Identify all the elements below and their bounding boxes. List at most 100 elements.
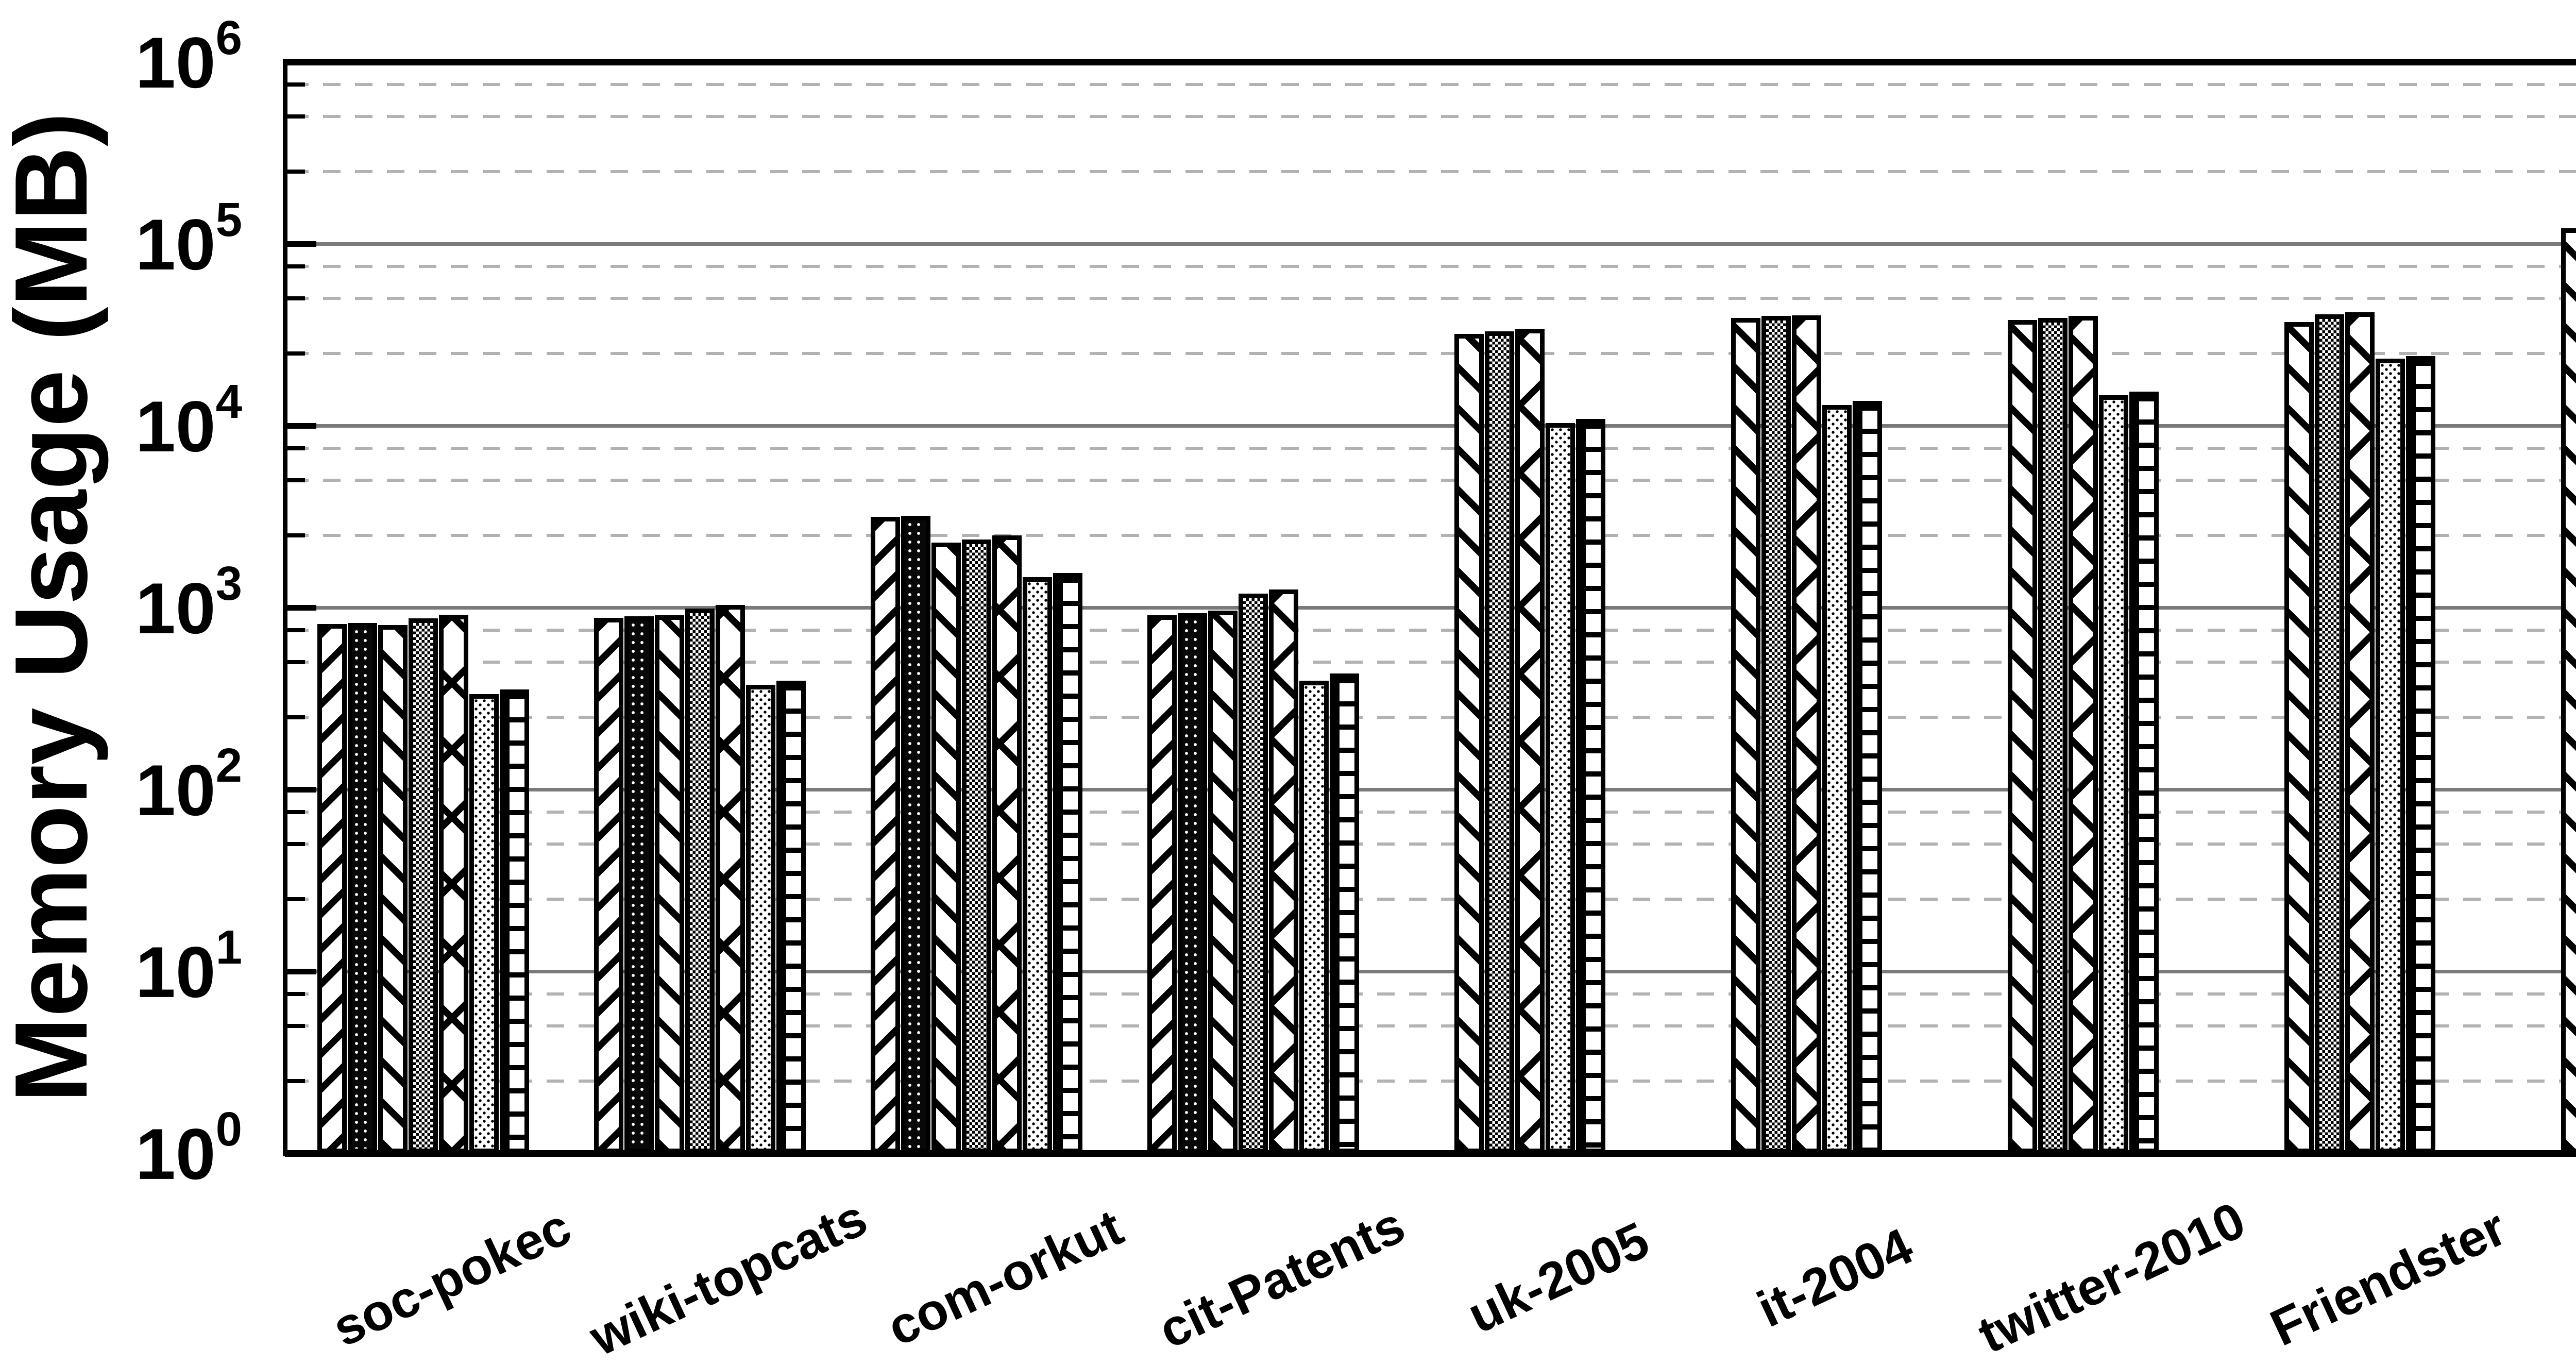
minor-gridline: [291, 170, 2576, 173]
bar-uk-2007-series-3-diagonal-down-hatch: [2561, 228, 2576, 1153]
bar-it-2004-series-5-crosshatch: [1792, 315, 1821, 1153]
y-major-tick-left: [287, 241, 316, 247]
minor-gridline: [291, 297, 2576, 300]
bar-cit-Patents-series-7-grid-pattern: [1330, 673, 1359, 1153]
y-tick-label: 100: [135, 1102, 242, 1194]
x-tick-label-it-2004: it-2004: [1749, 1217, 1921, 1339]
bar-com-orkut-series-2-black-dotted: [901, 515, 930, 1153]
bar-cit-Patents-series-2-black-dotted: [1178, 613, 1207, 1153]
y-minor-tick-left: [287, 264, 305, 269]
bar-cit-Patents-series-1-diagonal-up-hatch: [1147, 615, 1177, 1153]
bar-uk-2005-series-3-diagonal-down-hatch: [1454, 333, 1484, 1153]
x-tick-label-com-orkut: com-orkut: [878, 1198, 1131, 1357]
major-gridline: [285, 242, 2576, 246]
y-axis-title: Memory Usage (MB): [0, 112, 109, 1103]
bar-com-orkut-series-6-light-stipple: [1023, 577, 1052, 1153]
bar-it-2004-series-6-light-stipple: [1822, 405, 1852, 1153]
bar-cit-Patents-series-4-gray-checker: [1239, 594, 1268, 1153]
y-tick-label: 102: [135, 738, 242, 831]
bar-twitter-2010-series-5-crosshatch: [2069, 316, 2098, 1153]
bar-wiki-topcats-series-6-light-stipple: [746, 685, 775, 1153]
minor-gridline: [291, 992, 2576, 996]
y-minor-tick-left: [287, 842, 305, 847]
bar-com-orkut-series-1-diagonal-up-hatch: [871, 517, 900, 1153]
plot-frame-left: [283, 59, 287, 1156]
bar-cit-Patents-series-5-crosshatch: [1269, 589, 1298, 1153]
bar-twitter-2010-series-6-light-stipple: [2099, 395, 2128, 1153]
minor-gridline: [291, 115, 2576, 119]
bar-wiki-topcats-series-5-crosshatch: [716, 605, 745, 1153]
y-minor-tick-left: [287, 533, 305, 537]
bar-wiki-topcats-series-2-black-dotted: [624, 616, 654, 1153]
y-minor-tick-left: [287, 82, 305, 87]
minor-gridline: [291, 1024, 2576, 1028]
minor-gridline: [291, 629, 2576, 632]
major-gridline: [285, 969, 2576, 973]
bar-wiki-topcats-series-3-diagonal-down-hatch: [655, 615, 684, 1153]
bar-twitter-2010-series-4-gray-checker: [2038, 318, 2067, 1153]
y-minor-tick-left: [287, 169, 305, 174]
y-major-tick-left: [287, 786, 316, 793]
x-tick-label-twitter-2010: twitter-2010: [1969, 1191, 2253, 1364]
y-tick-label: 105: [135, 193, 242, 285]
minor-gridline: [291, 811, 2576, 814]
bar-Friendster-series-5-crosshatch: [2345, 312, 2375, 1153]
bar-Friendster-series-4-gray-checker: [2315, 314, 2344, 1153]
minor-gridline: [291, 715, 2576, 719]
bar-com-orkut-series-5-crosshatch: [992, 535, 1022, 1153]
minor-gridline: [291, 1079, 2576, 1083]
minor-gridline: [291, 479, 2576, 482]
bar-it-2004-series-3-diagonal-down-hatch: [1731, 318, 1760, 1153]
bar-wiki-topcats-series-7-grid-pattern: [776, 681, 806, 1153]
bar-soc-pokec-series-3-diagonal-down-hatch: [378, 625, 408, 1153]
x-tick-label-cit-Patents: cit-Patents: [1149, 1195, 1413, 1360]
bar-twitter-2010-series-3-diagonal-down-hatch: [2008, 320, 2037, 1153]
y-minor-tick-left: [287, 628, 305, 633]
bar-twitter-2010-series-7-grid-pattern: [2129, 391, 2159, 1153]
y-minor-tick-left: [287, 660, 305, 665]
bar-com-orkut-series-3-diagonal-down-hatch: [931, 542, 961, 1153]
y-tick-label: 103: [135, 557, 242, 649]
bar-cit-Patents-series-6-light-stipple: [1299, 681, 1329, 1153]
bar-it-2004-series-7-grid-pattern: [1853, 400, 1882, 1153]
bar-it-2004-series-4-gray-checker: [1761, 316, 1791, 1153]
y-minor-tick-left: [287, 992, 305, 997]
y-minor-tick-left: [287, 478, 305, 483]
minor-gridline: [291, 83, 2576, 87]
minor-gridline: [291, 447, 2576, 450]
bar-wiki-topcats-series-1-diagonal-up-hatch: [594, 617, 623, 1153]
y-minor-tick-left: [287, 1024, 305, 1029]
y-major-tick-left: [287, 604, 316, 611]
bar-Friendster-series-3-diagonal-down-hatch: [2284, 322, 2314, 1153]
minor-gridline: [291, 351, 2576, 355]
major-gridline: [285, 605, 2576, 610]
bar-soc-pokec-series-4-gray-checker: [409, 618, 438, 1153]
y-tick-label: 106: [135, 11, 242, 103]
y-minor-tick-left: [287, 351, 305, 356]
bar-uk-2005-series-7-grid-pattern: [1576, 418, 1605, 1153]
bar-com-orkut-series-7-grid-pattern: [1053, 572, 1082, 1153]
bar-cit-Patents-series-3-diagonal-down-hatch: [1208, 611, 1238, 1153]
y-tick-label: 104: [135, 375, 242, 467]
y-minor-tick-left: [287, 296, 305, 301]
x-tick-label-soc-pokec: soc-pokec: [324, 1198, 580, 1358]
y-minor-tick-left: [287, 897, 305, 901]
minor-gridline: [291, 661, 2576, 664]
major-gridline: [285, 787, 2576, 791]
bar-Friendster-series-6-light-stipple: [2376, 359, 2405, 1153]
bar-soc-pokec-series-2-black-dotted: [348, 623, 377, 1153]
bar-uk-2005-series-5-crosshatch: [1515, 329, 1545, 1153]
y-tick-label: 101: [135, 920, 242, 1013]
x-tick-label-uk-2005: uk-2005: [1459, 1211, 1657, 1345]
minor-gridline: [291, 533, 2576, 537]
y-minor-tick-left: [287, 1078, 305, 1083]
y-minor-tick-left: [287, 446, 305, 451]
x-tick-label-Friendster: Friendster: [2262, 1198, 2515, 1357]
plot-frame-bottom: [285, 1150, 2576, 1157]
x-tick-label-uk-2007: uk-2007: [2565, 1211, 2576, 1345]
bar-uk-2005-series-4-gray-checker: [1485, 331, 1514, 1153]
major-gridline: [285, 424, 2576, 428]
minor-gridline: [291, 265, 2576, 268]
